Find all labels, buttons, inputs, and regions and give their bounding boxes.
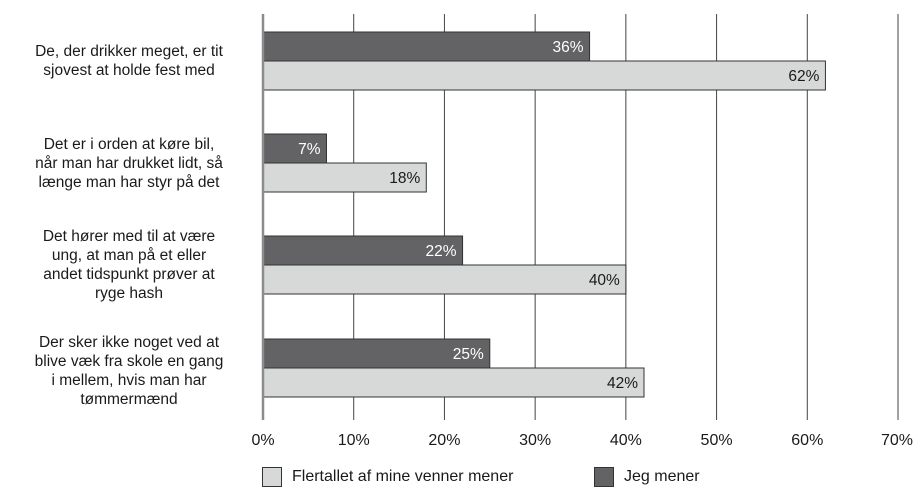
legend-label: Jeg mener [624, 468, 700, 485]
x-tick-label: 60% [791, 432, 824, 449]
bar [262, 31, 591, 62]
x-tick-label: 10% [337, 432, 370, 449]
legend-item: Jeg mener [594, 466, 700, 488]
data-label: 7% [298, 141, 321, 158]
bar [262, 367, 645, 398]
data-label: 36% [553, 39, 584, 56]
bar [262, 264, 627, 295]
data-label: 62% [788, 68, 819, 85]
category-label: Det er i orden at køre bil, når man har … [35, 135, 223, 191]
data-label: 18% [389, 170, 420, 187]
data-label: 25% [453, 346, 484, 363]
legend-swatch [594, 467, 614, 487]
category-label: De, der drikker meget, er tit sjovest at… [35, 43, 223, 79]
data-label: 40% [589, 272, 620, 289]
legend-item: Flertallet af mine venner mener [262, 466, 513, 488]
bar [262, 60, 826, 91]
x-tick-label: 50% [700, 432, 733, 449]
category-label: Der sker ikke noget ved at blive væk fra… [34, 334, 224, 408]
x-tick-label: 20% [428, 432, 461, 449]
bar [262, 235, 464, 266]
legend-label: Flertallet af mine venner mener [292, 468, 514, 485]
x-tick-label: 0% [251, 432, 275, 449]
data-label: 22% [426, 243, 457, 260]
bar [262, 162, 427, 193]
x-tick-label: 70% [880, 432, 914, 449]
legend-swatch [262, 467, 282, 487]
bar [262, 338, 491, 369]
x-tick-label: 30% [519, 432, 552, 449]
data-label: 42% [607, 375, 638, 392]
x-tick-label: 40% [609, 432, 642, 449]
category-label: Det hører med til at være ung, at man på… [42, 228, 216, 302]
